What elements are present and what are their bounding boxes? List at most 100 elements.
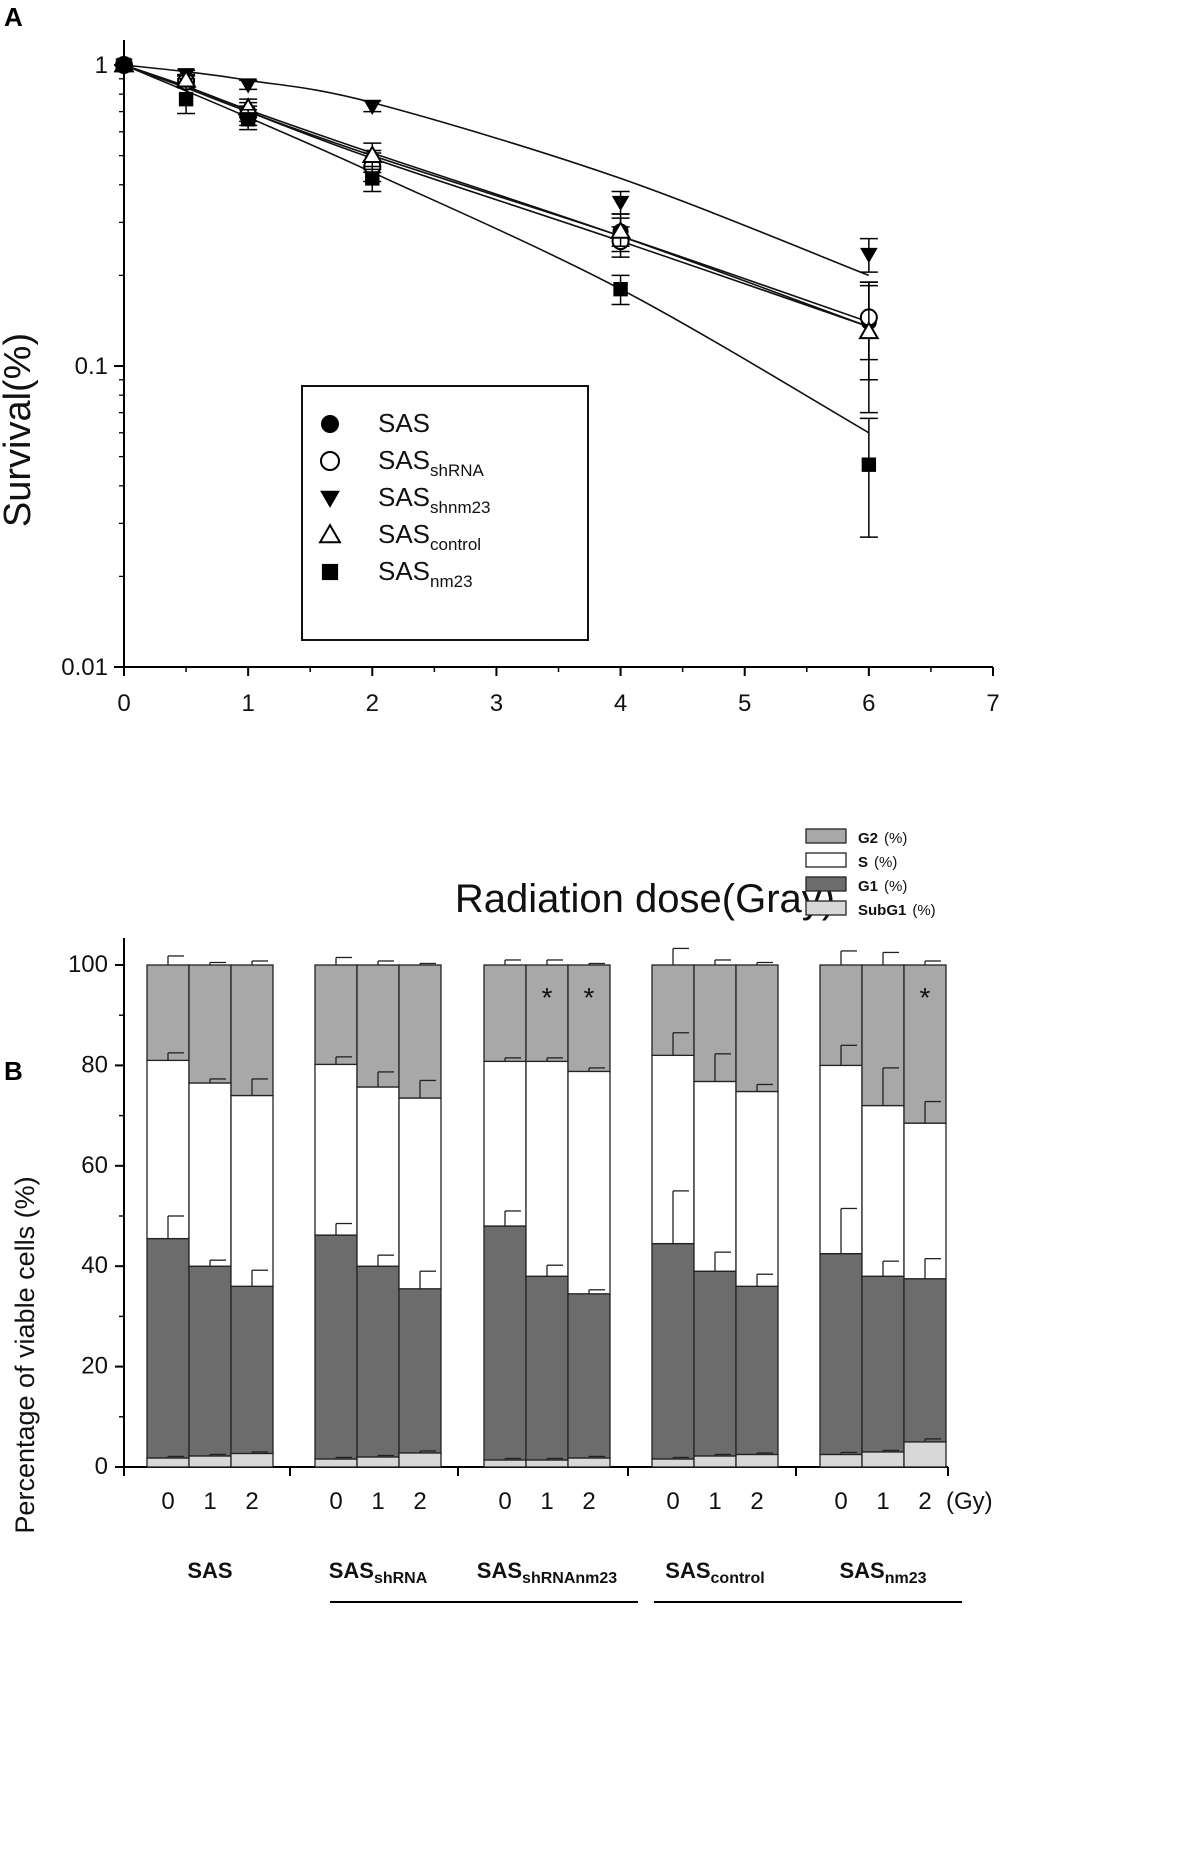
legend-marker-shnm23 — [320, 490, 340, 508]
legend-label-nm23: SASnm23 — [378, 556, 473, 591]
group-sas — [146, 955, 274, 1468]
group-subscript: shRNAnm23 — [522, 1570, 617, 1587]
legend-label-s: S (%) — [858, 854, 897, 871]
bar-segment-g1 — [356, 1265, 400, 1458]
bar-segment-g2 — [483, 964, 527, 1063]
group-label-control: SAScontrol — [665, 1558, 764, 1587]
dose-label: 1 — [540, 1488, 553, 1515]
bar-segment-g2 — [525, 964, 569, 1063]
group-control — [651, 947, 779, 1468]
bar-segment-g1 — [651, 1242, 695, 1460]
legend-subscript: control — [430, 535, 481, 554]
group-label-nm23: SASnm23 — [839, 1558, 926, 1587]
survival-chart: 0 1 2 3 4 5 6 7 1 0.1 0.01 Radiation dose(Gray) Su… — [0, 40, 1000, 921]
bar-segment-subg1 — [651, 1458, 695, 1468]
bar-segment-subg1 — [735, 1453, 779, 1468]
legend-phase: G2 — [858, 830, 878, 847]
y-tick-label-b: 20 — [81, 1353, 108, 1380]
bar-segment-subg1 — [903, 1441, 947, 1468]
bar-segment-g1 — [819, 1253, 863, 1456]
significance-star: * — [542, 982, 553, 1013]
x-tick-label: 6 — [862, 690, 875, 717]
survival-data-points — [113, 54, 880, 538]
bar-segment-g1 — [483, 1225, 527, 1461]
bar-segment-g2 — [356, 964, 400, 1088]
bar-segment-subg1 — [356, 1456, 400, 1468]
legend-label-shnm23: SASshnm23 — [378, 482, 491, 517]
legend-label-g1: G1 (%) — [858, 878, 907, 895]
panel-label-b: B — [4, 1056, 23, 1086]
bar-segment-g2 — [314, 964, 358, 1066]
dose-label: 0 — [161, 1488, 174, 1515]
x-axis-title: Radiation dose(Gray) — [455, 877, 835, 921]
dose-unit-label: (Gy) — [946, 1488, 993, 1515]
legend-marker-nm23 — [321, 563, 339, 581]
y-tick-label-b: 60 — [81, 1152, 108, 1179]
y-tick-label-b: 0 — [95, 1453, 108, 1480]
group-name: SAS — [839, 1558, 884, 1583]
data-point-shnm23 — [239, 78, 257, 94]
group-name: SAS — [477, 1558, 522, 1583]
data-point-nm23 — [240, 112, 256, 127]
bar-segment-s — [903, 1122, 947, 1280]
bar-segment-s — [230, 1094, 274, 1287]
bar-segment-g1 — [230, 1285, 274, 1455]
x-tick-label: 0 — [117, 690, 130, 717]
group-nm23: * — [819, 950, 947, 1468]
legend-name: SAS — [378, 482, 430, 512]
bar-segment-s — [861, 1104, 905, 1277]
bar-segment-g1 — [314, 1234, 358, 1460]
bar-segment-s — [398, 1097, 442, 1290]
legend-pct: (%) — [874, 854, 897, 871]
y-tick-label: 1 — [95, 52, 108, 79]
bar-segment-g2 — [230, 964, 274, 1097]
bar-segment-g2 — [188, 964, 232, 1084]
bar-segment-subg1 — [230, 1452, 274, 1468]
x-tick-label: 4 — [614, 690, 627, 717]
bar-segment-s — [567, 1070, 611, 1295]
significance-star: * — [584, 982, 595, 1013]
bar-segment-g1 — [861, 1275, 905, 1453]
panel-label-a: A — [4, 2, 23, 32]
legend-label-control: SAScontrol — [378, 519, 481, 554]
y-axis-title: Survival(%) — [0, 333, 39, 527]
bar-segment-g1 — [398, 1288, 442, 1454]
legend-marker-shRNA — [320, 451, 340, 471]
dose-label: 2 — [582, 1488, 595, 1515]
dose-label: 0 — [498, 1488, 511, 1515]
legend-subscript: shRNA — [430, 461, 485, 480]
bar-segment-subg1 — [819, 1453, 863, 1468]
bar-segment-s — [188, 1082, 232, 1267]
bar-segment-subg1 — [567, 1457, 611, 1468]
legend-marker-control — [318, 523, 342, 544]
bar-segment-g2 — [146, 964, 190, 1062]
x-tick-label: 7 — [986, 690, 999, 717]
x-tick-label: 3 — [490, 690, 503, 717]
legend-pct: (%) — [912, 902, 935, 919]
legend-phase: S — [858, 854, 868, 871]
legend-phase: SubG1 — [858, 902, 906, 919]
y-tick-label: 0.1 — [75, 353, 108, 380]
legend-marker-sas — [321, 415, 339, 433]
data-point-control — [610, 220, 632, 239]
group-name: SAS — [329, 1558, 374, 1583]
group-name: SAS — [187, 1558, 232, 1583]
bar-segment-s — [146, 1059, 190, 1240]
bar-segment-g1 — [188, 1265, 232, 1457]
dose-label: 0 — [834, 1488, 847, 1515]
data-point-shnm23 — [860, 247, 878, 264]
legend-label-sas: SAS — [378, 408, 430, 438]
data-point-nm23 — [613, 281, 628, 297]
bar-segment-s — [356, 1086, 400, 1267]
bar-segment-g2 — [567, 964, 611, 1073]
legend-box — [301, 385, 589, 641]
data-point-nm23 — [178, 91, 194, 107]
legend-swatch-s — [805, 852, 847, 868]
legend-label-shRNA: SASshRNA — [378, 445, 485, 480]
legend-name: SAS — [378, 519, 430, 549]
group-label-sas: SAS — [187, 1558, 232, 1583]
fit-curve-nm23 — [123, 64, 870, 434]
